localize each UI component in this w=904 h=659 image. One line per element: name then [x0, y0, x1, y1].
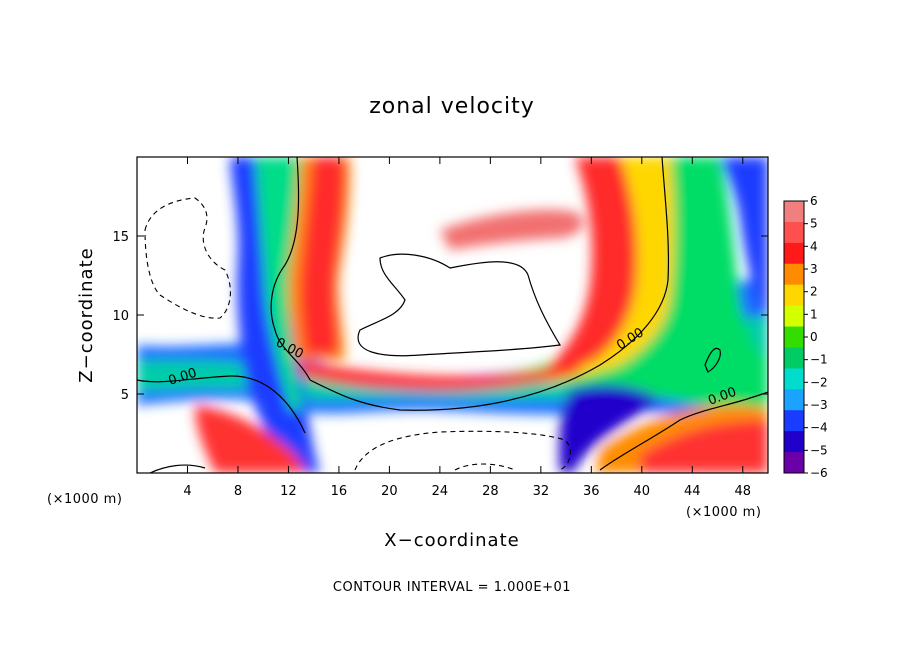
colorbar-tick-label: −2	[810, 375, 828, 389]
contour-interval-note: CONTOUR INTERVAL = 1.000E+01	[333, 580, 571, 595]
colorbar-tick-label: 3	[810, 262, 818, 276]
y-tick-label: 5	[121, 388, 129, 403]
colorbar-swatch	[784, 263, 804, 286]
colorbar-swatch	[784, 242, 804, 265]
colorbar-tick-label: −4	[810, 421, 828, 435]
colorbar-swatch	[784, 305, 804, 328]
z-axis-unit-right: (×1000 m)	[686, 505, 761, 520]
colorbar-swatch	[784, 284, 804, 307]
x-tick-label: 44	[684, 484, 701, 499]
colorbar-tick-label: −1	[810, 353, 828, 367]
x-tick-label: 16	[331, 484, 348, 499]
x-tick-label: 40	[634, 484, 651, 499]
colorbar-swatch	[784, 452, 804, 474]
colorbar-tick-label: −6	[810, 466, 828, 480]
x-tick-label: 12	[280, 484, 297, 499]
x-tick-label: 32	[533, 484, 550, 499]
colorbar-swatch	[784, 201, 804, 223]
colorbar-tick-label: 5	[810, 217, 818, 231]
x-tick-label: 48	[734, 484, 751, 499]
colorbar-swatch	[784, 326, 804, 348]
x-axis-ticks: 4 8 12 16 20 24 28 32 36 40 44 48	[183, 157, 751, 499]
colorbar-tick-label: 0	[810, 330, 818, 344]
colorbar-swatch	[784, 431, 804, 453]
x-axis-label: X−coordinate	[384, 530, 519, 551]
colorbar-tick-label: 6	[810, 194, 818, 208]
y-axis-label: Z−coordinate	[76, 247, 97, 382]
colorbar-tick-label: −3	[810, 398, 828, 412]
x-tick-label: 20	[381, 484, 398, 499]
colorbar: 6 5 4 3 2 1 0 −1 −2 −3 −4 −5 −6	[783, 194, 828, 480]
colorbar-tick-label: 4	[810, 239, 818, 253]
colorbar-tick-label: 1	[810, 307, 818, 321]
colorbar-tick-label: 2	[810, 285, 818, 299]
y-tick-label: 15	[112, 230, 129, 245]
y-axis-ticks: 5 10 15	[112, 230, 768, 403]
y-tick-label: 10	[112, 309, 129, 324]
x-tick-label: 24	[432, 484, 449, 499]
colorbar-swatch	[784, 410, 804, 432]
colorbar-swatch	[784, 389, 804, 411]
x-tick-label: 4	[183, 484, 191, 499]
x-tick-label: 8	[234, 484, 242, 499]
x-axis-unit-left: (×1000 m)	[47, 492, 122, 507]
x-tick-label: 28	[482, 484, 499, 499]
chart-title: zonal velocity	[369, 94, 535, 119]
velocity-field: 0.000.00 0.000.00	[137, 157, 768, 473]
colorbar-tick-label: −5	[810, 443, 828, 457]
colorbar-swatch	[784, 347, 804, 369]
x-tick-label: 36	[583, 484, 600, 499]
colorbar-swatch	[784, 221, 804, 244]
colorbar-swatch	[784, 368, 804, 390]
